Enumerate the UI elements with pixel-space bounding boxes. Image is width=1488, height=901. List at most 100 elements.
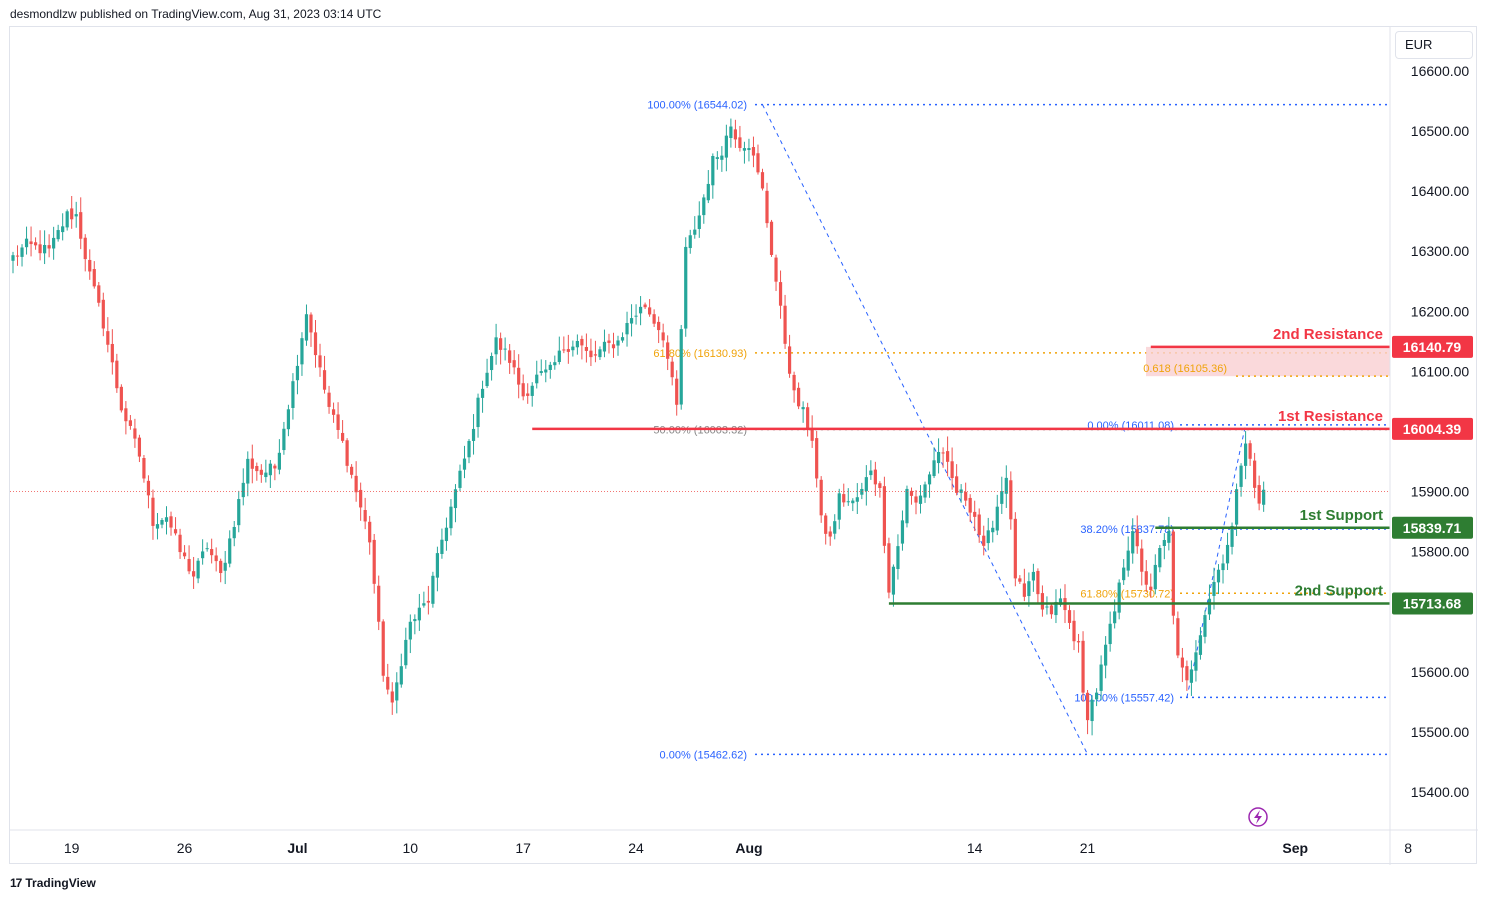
candle-body (526, 393, 530, 396)
candle-body (309, 314, 313, 333)
candle-body (471, 428, 476, 441)
candle-body (196, 560, 200, 579)
misc-layer (10, 491, 1390, 827)
candle-body (259, 469, 263, 475)
candle-body (815, 438, 819, 479)
candle-body (869, 470, 873, 476)
candle-body (115, 360, 119, 389)
candle-body (386, 676, 390, 690)
candle-body (340, 432, 345, 441)
candle-body (508, 350, 512, 363)
candle-body (733, 129, 737, 140)
candle-body (390, 691, 394, 703)
price-tick-label: 15800.00 (1411, 544, 1470, 560)
candle-body (214, 555, 218, 562)
candle-body (648, 307, 652, 315)
candle-body (1198, 635, 1203, 655)
candle-body (1040, 593, 1045, 610)
candles-layer (11, 118, 1266, 736)
candle-body (544, 369, 548, 373)
candle-body (187, 559, 191, 572)
level-name-label: 1st Resistance (1278, 408, 1383, 425)
candle-body (1144, 571, 1148, 585)
candle-body (101, 299, 105, 329)
candle-body (1009, 480, 1013, 520)
candle-body (313, 332, 318, 356)
candle-body (413, 619, 417, 622)
candle-body (404, 639, 408, 666)
levels-layer: 2nd Resistance 16140.79 1st Resistance 1600… (532, 326, 1473, 615)
candle-body (56, 230, 60, 240)
candle-body (20, 247, 24, 257)
candle-body (201, 551, 205, 559)
candle-body (377, 585, 381, 622)
candle-body (453, 489, 458, 509)
candle-body (1140, 548, 1144, 572)
candle-body (110, 343, 114, 363)
candle-body (228, 538, 232, 564)
candle-body (670, 361, 674, 378)
candle-body (210, 549, 214, 556)
candle-body (83, 237, 87, 260)
candle-body (946, 451, 950, 462)
candle-body (806, 407, 810, 430)
candle-body (986, 530, 990, 544)
candle-body (846, 501, 850, 503)
candle-body (1067, 610, 1072, 623)
resistance-zone (1146, 346, 1390, 377)
candle-body (1076, 641, 1081, 643)
candle-body (571, 346, 575, 351)
candle-body (304, 314, 309, 341)
candle-body (968, 497, 972, 513)
candle-body (268, 463, 272, 476)
candle-body (1085, 692, 1090, 721)
candle-body (1027, 581, 1031, 597)
level-name-label: 1st Support (1300, 507, 1383, 524)
candle-body (1099, 664, 1103, 691)
candle-body (1122, 567, 1126, 581)
candle-body (602, 341, 607, 352)
lightning-icon[interactable] (1248, 807, 1268, 827)
candle-body (1013, 518, 1017, 579)
candle-body (399, 666, 403, 685)
candle-body (282, 428, 286, 451)
candle-body (629, 318, 634, 324)
level-name-label: 2nd Resistance (1273, 326, 1383, 343)
candle-body (499, 338, 503, 350)
time-tick-label: Jul (287, 840, 307, 856)
fib-trend-line (1186, 424, 1247, 698)
candle-body (756, 153, 760, 173)
candle-body (291, 381, 295, 408)
candle-body (792, 374, 796, 391)
candle-body (43, 244, 47, 254)
candle-body (1058, 598, 1063, 605)
fib-level-label: 50.00% (16003.32) (653, 424, 747, 436)
candle-body (363, 509, 367, 522)
candle-body (11, 255, 15, 261)
candle-body (1018, 578, 1022, 582)
price-tick-label: 16300.00 (1411, 243, 1470, 259)
candle-body (616, 340, 620, 346)
candle-body (810, 428, 814, 441)
candle-body (828, 531, 832, 537)
currency-selector[interactable]: EUR (1395, 31, 1473, 59)
candle-body (246, 458, 250, 484)
candle-body (666, 342, 670, 359)
fib-level-label: 100.00% (15557.42) (1074, 692, 1174, 704)
candle-body (1216, 569, 1221, 583)
candle-body (1203, 615, 1207, 637)
candle-body (61, 226, 65, 233)
candle-body (1194, 652, 1198, 671)
candle-body (774, 257, 778, 282)
candle-body (797, 387, 801, 407)
candle-body (1000, 491, 1004, 504)
candle-body (65, 211, 69, 228)
candle-body (562, 349, 566, 351)
fib-level-label: 38.20% (15837.78) (1080, 524, 1174, 536)
price-tag (1392, 417, 1473, 440)
candle-body (751, 147, 756, 156)
candle-body (760, 172, 765, 189)
fib-level-label: 61.80% (16130.93) (653, 348, 747, 360)
candle-body (914, 496, 918, 503)
